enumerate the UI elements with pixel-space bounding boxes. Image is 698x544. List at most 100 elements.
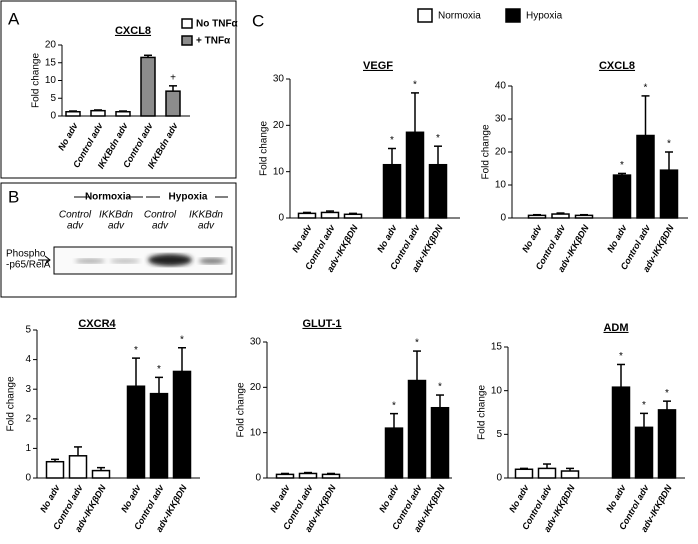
arrow [38, 255, 51, 265]
chart-title: CXCR4 [78, 318, 116, 330]
bar [659, 169, 679, 219]
annotation: * [667, 139, 671, 150]
y-tick-label: 30 [495, 114, 507, 125]
annotation: * [157, 364, 161, 375]
x-tick-label: No adv [605, 222, 629, 254]
y-tick-label: 1 [25, 443, 31, 454]
chart-title: ADM [603, 322, 628, 334]
y-tick-label: 20 [273, 120, 285, 131]
bar [430, 406, 450, 479]
panel-label: B [8, 187, 19, 206]
annotation: * [390, 135, 394, 146]
bar [428, 163, 448, 219]
annotation: * [413, 80, 417, 91]
bar [527, 214, 547, 219]
bar [126, 385, 146, 479]
blot-band [199, 258, 225, 264]
legend-label: + TNFα [196, 36, 231, 47]
x-tick-label: No adv [375, 222, 399, 254]
y-tick-label: 10 [495, 180, 507, 191]
y-tick-label: 10 [273, 166, 285, 177]
bar [91, 469, 111, 479]
lane-label: adv [67, 221, 84, 232]
y-tick-label: 2 [25, 413, 31, 424]
legend-swatch [181, 18, 193, 29]
bar [560, 470, 580, 479]
legend-swatch [417, 8, 433, 23]
y-tick-label: 0 [50, 111, 56, 122]
blot-band [148, 254, 192, 266]
bar [320, 211, 340, 219]
y-tick-label: 10 [491, 385, 503, 396]
x-tick-label: No adv [268, 482, 292, 514]
bar [382, 163, 402, 219]
bar [68, 455, 88, 479]
bar [537, 467, 557, 479]
bar [514, 468, 534, 479]
legend-swatch [181, 35, 193, 46]
annotation: + [170, 72, 176, 83]
y-tick-label: 15 [45, 57, 57, 68]
chart-title: CXCL8 [599, 60, 635, 72]
y-tick-label: 30 [273, 74, 285, 85]
x-tick-label: No adv [119, 482, 143, 514]
y-tick-label: 40 [495, 81, 507, 92]
lane-label: Control [144, 210, 177, 221]
bar [657, 409, 677, 479]
annotation: * [642, 400, 646, 411]
bar [574, 214, 594, 219]
legend-swatch [505, 8, 521, 23]
blot-panel: Normoxia Hypoxia Phospho -p65/RelA [6, 192, 233, 275]
annotation: * [180, 334, 184, 345]
y-axis-label: Fold change [481, 124, 492, 179]
annotation: * [644, 83, 648, 94]
bar [275, 473, 295, 479]
chart-title: VEGF [363, 60, 393, 72]
y-tick-label: 30 [250, 337, 262, 348]
x-tick-label: No adv [56, 120, 80, 152]
x-tick-label: No adv [507, 482, 531, 514]
annotation: * [665, 388, 669, 399]
y-tick-label: 10 [45, 75, 57, 86]
y-tick-label: 4 [25, 354, 31, 365]
bar [321, 473, 341, 479]
panel-a-frame [0, 0, 237, 179]
y-tick-label: 5 [496, 429, 502, 440]
bar [90, 109, 106, 117]
bar [140, 56, 156, 117]
bar [551, 213, 570, 219]
lane-label: adv [108, 221, 125, 232]
y-tick-label: 3 [25, 384, 31, 395]
y-tick-label: 5 [50, 93, 56, 104]
x-tick-label: No adv [290, 222, 314, 254]
y-tick-label: 20 [45, 40, 57, 51]
bar [115, 110, 131, 117]
bar [45, 460, 65, 479]
annotation: * [392, 400, 396, 411]
lane-label: IKKBdn [99, 210, 133, 221]
annotation: * [415, 338, 419, 349]
legend-label: Normoxia [438, 11, 481, 22]
x-tick-label: No adv [38, 482, 62, 514]
y-tick-label: 0 [25, 473, 31, 484]
y-axis-label: Fold change [6, 376, 17, 431]
bar [384, 427, 404, 479]
blot-group: Hypoxia [169, 192, 208, 203]
bar [149, 392, 169, 479]
bar [634, 426, 654, 479]
y-tick-label: 20 [250, 382, 262, 393]
y-tick-label: 15 [491, 342, 503, 353]
blot-band [75, 258, 105, 264]
legend-label: No TNFα [196, 19, 239, 30]
y-tick-label: 20 [495, 147, 507, 158]
x-tick-label: No adv [604, 482, 628, 514]
y-tick-label: 0 [496, 473, 502, 484]
y-axis-label: Fold change [477, 385, 488, 440]
bar [172, 370, 192, 479]
chart-title: GLUT-1 [302, 318, 341, 330]
y-axis-label: Fold change [31, 53, 42, 108]
